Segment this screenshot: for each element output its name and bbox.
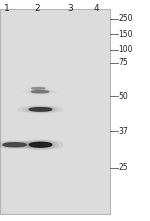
Text: 25: 25 <box>118 164 128 172</box>
Ellipse shape <box>26 142 55 148</box>
Ellipse shape <box>0 142 30 147</box>
Ellipse shape <box>0 142 33 148</box>
Text: 100: 100 <box>118 45 133 54</box>
Text: 50: 50 <box>118 92 128 101</box>
Ellipse shape <box>18 140 63 150</box>
Ellipse shape <box>26 90 54 93</box>
Ellipse shape <box>32 88 45 89</box>
Ellipse shape <box>29 108 52 111</box>
Ellipse shape <box>29 87 47 90</box>
Ellipse shape <box>32 91 49 93</box>
Ellipse shape <box>29 142 52 147</box>
Text: 150: 150 <box>118 30 133 39</box>
Ellipse shape <box>26 107 55 112</box>
Text: 2: 2 <box>34 4 40 13</box>
Bar <box>0 9 110 214</box>
Ellipse shape <box>18 106 63 113</box>
Ellipse shape <box>29 90 51 93</box>
Text: 37: 37 <box>118 127 128 136</box>
Text: 4: 4 <box>93 4 99 13</box>
Ellipse shape <box>0 141 38 149</box>
Text: 250: 250 <box>118 14 133 23</box>
Text: 3: 3 <box>68 4 73 13</box>
Ellipse shape <box>27 87 49 90</box>
Ellipse shape <box>3 143 26 147</box>
Ellipse shape <box>22 141 58 149</box>
Ellipse shape <box>22 107 58 112</box>
Text: 75: 75 <box>118 59 128 67</box>
Ellipse shape <box>25 87 52 90</box>
Ellipse shape <box>23 90 57 94</box>
Text: 1: 1 <box>4 4 10 13</box>
